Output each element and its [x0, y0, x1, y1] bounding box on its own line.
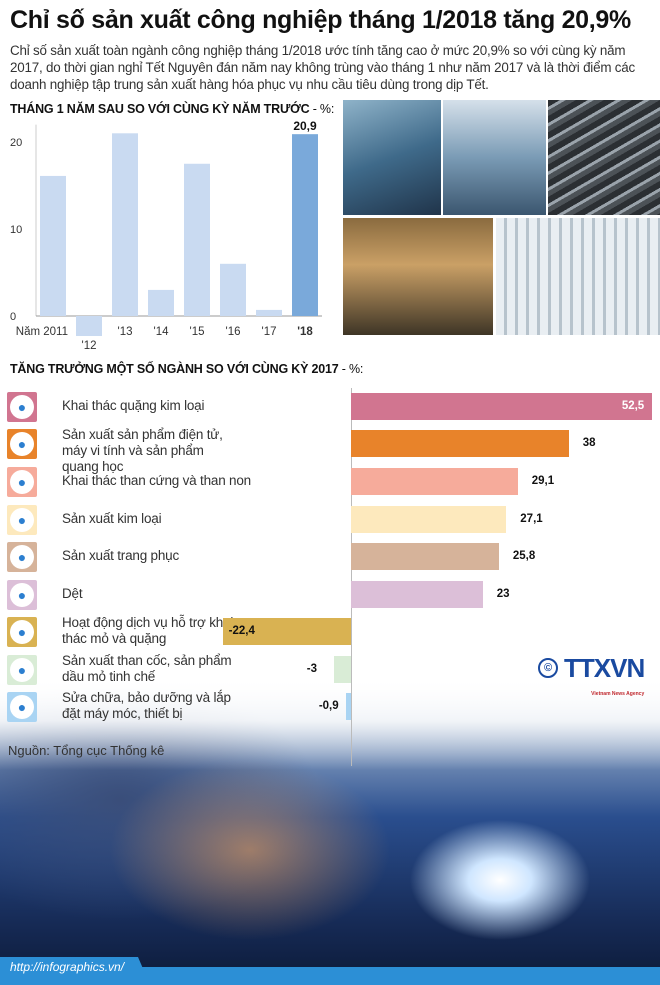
- value-label: 27,1: [520, 513, 543, 525]
- value-label: -3: [306, 663, 318, 675]
- industry-label: Sản xuất than cốc, sản phẩm dầu mỏ tinh …: [62, 653, 232, 684]
- industry-row: ● Sửa chữa, bảo dưỡng và lắp đặt máy móc,…: [0, 690, 660, 722]
- recycle-icon: ●: [10, 620, 34, 644]
- industry-bar: [351, 393, 652, 420]
- logo-wordmark: TTXVN Vietnam News Agency: [564, 653, 645, 697]
- computer-icon: ●: [10, 432, 34, 456]
- industry-row: ● Sản xuất sản phẩm điện tử, máy vi tính …: [0, 427, 660, 474]
- wrench-hand-icon-tile: ●: [7, 692, 37, 722]
- industry-label: Sửa chữa, bảo dưỡng và lắp đặt máy móc, …: [62, 690, 231, 721]
- tools-icon-tile: ●: [7, 505, 37, 535]
- value-label: 38: [582, 437, 596, 449]
- industry-label: Khai thác quặng kim loại: [62, 398, 205, 413]
- recycle-icon-tile: ●: [7, 617, 37, 647]
- computer-icon-tile: ●: [7, 429, 37, 459]
- photo-fade: [0, 680, 660, 770]
- value-label: -0,9: [318, 700, 339, 712]
- shirt-icon: ●: [10, 545, 34, 569]
- photo-assembly-line: [343, 100, 441, 215]
- x-tick-label: '14: [154, 326, 170, 338]
- factory-photos: [343, 100, 660, 335]
- data-label: 20,9: [293, 119, 317, 133]
- bar-'18: [292, 134, 318, 316]
- coal-cart-icon: ●: [10, 470, 34, 494]
- industry-label: Sản xuất trang phục: [62, 548, 180, 563]
- industry-label: Dệt: [62, 586, 83, 601]
- chart1-unit: - %:: [312, 102, 335, 116]
- chart2-unit: - %:: [341, 362, 364, 376]
- pickaxe-icon: ●: [10, 395, 34, 419]
- industry-bar: [345, 693, 351, 720]
- chart1-title: THÁNG 1 NĂM SAU SO VỚI CÙNG KỲ NĂM TRƯỚC…: [10, 102, 334, 116]
- industry-bar: [351, 581, 483, 608]
- footer-url[interactable]: http://infographics.vn/: [10, 960, 125, 974]
- photo-production-line: [443, 100, 546, 215]
- industry-row: ● Sản xuất trang phục 25,8: [0, 542, 660, 572]
- footer-bar: http://infographics.vn/: [0, 957, 660, 985]
- value-label: -22,4: [228, 625, 255, 637]
- photo-steel-pipes: [548, 100, 660, 215]
- x-tick-label: '18: [297, 326, 313, 338]
- bar-'12: [76, 316, 102, 337]
- y-tick-label: 20: [10, 137, 22, 149]
- bar-'16: [220, 263, 246, 316]
- industry-row: ● Sản xuất than cốc, sản phẩm dầu mỏ tinh…: [0, 653, 660, 685]
- industry-row: ● Sản xuất kim loại 27,1: [0, 505, 660, 535]
- industry-bar: [351, 543, 499, 570]
- chart1-title-text: THÁNG 1 NĂM SAU SO VỚI CÙNG KỲ NĂM TRƯỚC: [10, 102, 310, 116]
- value-label: 52,5: [621, 400, 645, 412]
- x-tick-label: '12: [82, 340, 97, 352]
- copyright-icon: ©: [538, 658, 558, 678]
- textile-icon-tile: ●: [7, 580, 37, 610]
- value-label: 29,1: [531, 475, 555, 487]
- chart2-title: TĂNG TRƯỞNG MỘT SỐ NGÀNH SO VỚI CÙNG KỲ …: [10, 362, 363, 376]
- factory-icon-tile: ●: [7, 655, 37, 685]
- page-title: Chỉ số sản xuất công nghiệp tháng 1/2018…: [10, 6, 631, 34]
- tools-icon: ●: [10, 508, 34, 532]
- shirt-icon-tile: ●: [7, 542, 37, 572]
- textile-icon: ●: [10, 583, 34, 607]
- zero-axis: [351, 388, 352, 766]
- y-tick-label: 10: [10, 224, 22, 236]
- bar-'14: [148, 289, 174, 316]
- industry-bar: [222, 618, 351, 645]
- footer-tab: [0, 957, 150, 985]
- chart2-title-text: TĂNG TRƯỞNG MỘT SỐ NGÀNH SO VỚI CÙNG KỲ …: [10, 362, 339, 376]
- ttxvn-logo: © TTXVN Vietnam News Agency: [538, 653, 645, 697]
- factory-icon: ●: [10, 658, 34, 682]
- x-tick-label: '16: [226, 326, 241, 338]
- industry-row: ● Hoạt động dịch vụ hỗ trợ khai thác mỏ v…: [0, 615, 660, 647]
- industry-label: Sản xuất kim loại: [62, 511, 162, 526]
- industry-bar: [333, 656, 351, 683]
- bar-Năm 2011: [40, 175, 66, 316]
- x-tick-label: Năm 2011: [16, 326, 68, 338]
- industry-bar: [351, 430, 569, 457]
- industry-label: Sản xuất sản phẩm điện tử, máy vi tính v…: [62, 427, 223, 474]
- bar-'15: [184, 163, 210, 316]
- coal-cart-icon-tile: ●: [7, 467, 37, 497]
- industry-row: ● Khai thác than cứng và than non 29,1: [0, 467, 660, 497]
- value-label: 25,8: [512, 550, 536, 562]
- x-tick-label: '13: [118, 326, 133, 338]
- wrench-hand-icon: ●: [10, 695, 34, 719]
- photo-textile-factory: [496, 218, 660, 335]
- lead-paragraph: Chỉ số sản xuất toàn ngành công nghiệp t…: [10, 43, 636, 92]
- industry-row: ● Khai thác quặng kim loại 52,5: [0, 392, 660, 422]
- industry-label: Hoạt động dịch vụ hỗ trợ khai thác mỏ và…: [62, 615, 234, 646]
- pickaxe-icon-tile: ●: [7, 392, 37, 422]
- value-label: 23: [496, 588, 510, 600]
- x-tick-label: '17: [262, 326, 277, 338]
- industry-bar: [351, 468, 518, 495]
- industry-bar: [351, 506, 507, 533]
- year-bar-chart: 0 10 20 Năm 2011 '12 '13 '14 '15 '16 '17 '18 20,9: [10, 119, 322, 352]
- bar-'13: [112, 133, 138, 316]
- source-note: Nguồn: Tổng cục Thống kê: [8, 743, 165, 758]
- photo-car-factory: [343, 218, 493, 335]
- x-tick-label: '15: [190, 326, 205, 338]
- bar-'17: [256, 309, 282, 316]
- y-tick-label: 0: [10, 311, 16, 323]
- industry-row: ● Dệt 23: [0, 580, 660, 610]
- industry-label: Khai thác than cứng và than non: [62, 473, 251, 488]
